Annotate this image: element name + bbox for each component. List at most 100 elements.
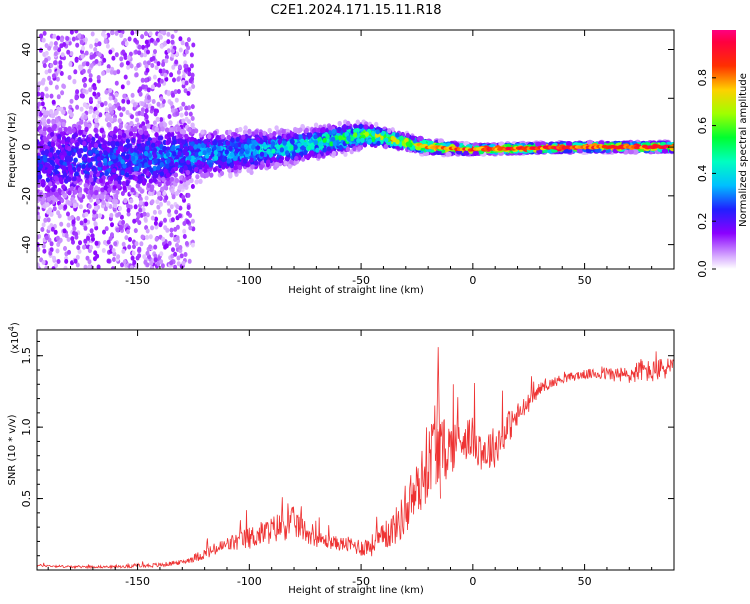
- spectrogram-cell: [145, 67, 150, 73]
- spectrogram-cell: [52, 135, 57, 141]
- spectrogram-cell: [212, 130, 218, 136]
- spectrogram-cell: [78, 65, 83, 71]
- spectrogram-cell: [159, 117, 164, 123]
- spectrogram-cell: [59, 71, 64, 76]
- spectrogram-cell: [101, 70, 106, 76]
- spectrogram-cell: [117, 161, 122, 167]
- spectrogram-cell: [75, 42, 80, 48]
- spectrogram-cell: [148, 31, 153, 37]
- spectrogram-cell: [171, 194, 176, 200]
- spectrogram-cell: [67, 126, 72, 132]
- spectrogram-cell: [125, 60, 130, 66]
- spectrogram-cell: [183, 60, 188, 66]
- spectrogram-cell: [119, 112, 124, 118]
- spectrogram-cell: [127, 36, 132, 42]
- spectrogram-cell: [87, 194, 92, 200]
- spectrogram-cell: [293, 159, 298, 165]
- spectrogram-cell: [83, 82, 87, 88]
- spectrogram-cell: [128, 237, 132, 242]
- spectrogram-cell: [63, 265, 68, 269]
- spectrogram-cell: [79, 93, 84, 99]
- spectrogram-cell: [149, 37, 154, 43]
- spectrogram-cell: [41, 182, 46, 188]
- spectrogram-cell: [144, 195, 149, 201]
- spectrogram-cell: [137, 44, 142, 50]
- spectrogram-cell: [182, 228, 187, 234]
- spectrogram-cell: [143, 52, 148, 58]
- spectrogram-cell: [87, 259, 92, 265]
- spectrogram-cell: [106, 239, 111, 245]
- spectrogram-cell: [113, 199, 119, 205]
- spectrogram-cell: [174, 190, 179, 196]
- spectrogram-cell: [105, 194, 110, 200]
- spectrogram-cell: [132, 244, 136, 250]
- spectrogram-cell: [76, 166, 81, 172]
- spectrogram-cell: [146, 182, 151, 188]
- spectrogram-cell: [40, 101, 45, 107]
- spectrogram-cell: [167, 208, 171, 214]
- spectrogram-cell: [186, 37, 191, 43]
- spectrogram-cell: [116, 69, 121, 75]
- spectrogram-cell: [57, 213, 62, 219]
- spectrogram-cell: [44, 43, 49, 49]
- spectrogram-cell: [94, 42, 99, 47]
- spectrogram-cell: [121, 248, 126, 254]
- spectrogram-cell: [69, 30, 74, 35]
- spectrogram-cell: [173, 251, 178, 257]
- spectrogram-cell: [169, 227, 174, 233]
- spectrogram-cell: [47, 75, 52, 81]
- spectrogram-cell: [121, 40, 126, 46]
- spectrogram-cell: [145, 250, 150, 256]
- spectrogram-cell: [55, 235, 60, 241]
- spectrogram-cell: [126, 99, 131, 105]
- spectrogram-cell: [138, 196, 143, 202]
- spectrogram-cell: [110, 222, 114, 228]
- spectrogram-cell: [44, 57, 49, 63]
- spectrogram-cell: [181, 194, 186, 200]
- spectrogram-cell: [98, 112, 103, 118]
- spectrogram-cell: [60, 90, 65, 96]
- spectrogram-cell: [44, 69, 49, 75]
- spectrogram-cell: [85, 255, 90, 261]
- spectrogram-cell: [75, 104, 80, 110]
- spectrogram-cell: [146, 123, 151, 129]
- spectrogram-cell: [139, 212, 144, 218]
- spectrogram-cell: [135, 117, 140, 123]
- spectrogram-cell: [129, 265, 134, 269]
- spectrogram-cell: [130, 114, 134, 120]
- spectrogram-cell: [140, 111, 145, 117]
- spectrogram-cell: [181, 83, 186, 89]
- spectrogram-cell: [67, 190, 72, 196]
- spectrogram-cell: [45, 93, 50, 99]
- spectrogram-cell: [42, 130, 47, 137]
- spectrogram-cell: [116, 254, 121, 260]
- spectrogram-cell: [130, 92, 135, 98]
- spectrogram-cell: [171, 247, 175, 253]
- spectrogram-cell: [129, 120, 134, 127]
- spectrogram-cell: [105, 43, 110, 49]
- spectrogram-cell: [52, 33, 57, 39]
- spectrogram-cell: [179, 112, 184, 118]
- spectrogram-cell: [115, 189, 120, 195]
- spectrogram-cell: [50, 195, 55, 201]
- spectrogram-cell: [96, 75, 101, 80]
- spectrogram-cell: [79, 197, 84, 203]
- spectrogram-cell: [178, 205, 183, 211]
- spectrogram-cell: [97, 52, 102, 58]
- spectrogram-cell: [158, 34, 163, 40]
- spectrogram-cell: [155, 199, 160, 205]
- spectrogram-cell: [123, 198, 128, 204]
- spectrogram-cell: [190, 104, 195, 110]
- spectrogram-cell: [160, 186, 165, 192]
- spectrogram-cell: [149, 186, 154, 192]
- spectrogram-cell: [44, 235, 49, 241]
- spectrogram-cell: [173, 264, 178, 269]
- spectrogram-cell: [188, 86, 193, 92]
- spectrogram-cell: [52, 206, 57, 212]
- spectrogram-cell: [102, 57, 107, 63]
- spectrogram-cell: [163, 72, 168, 78]
- spectrogram-cell: [162, 190, 167, 196]
- spectrogram-cell: [133, 204, 138, 210]
- spectrogram-cell: [154, 126, 159, 132]
- spectrogram-cell: [169, 176, 175, 182]
